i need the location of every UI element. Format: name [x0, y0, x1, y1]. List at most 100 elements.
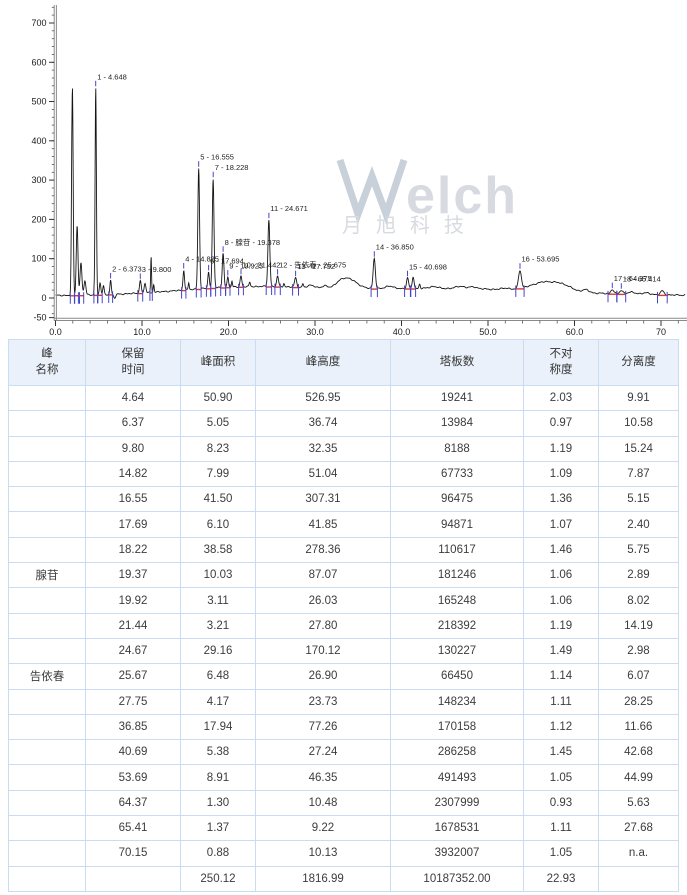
x-tick-label: 70 [656, 327, 666, 337]
table-cell: 307.31 [255, 486, 391, 513]
table-cell: 2.40 [598, 511, 679, 538]
table-cell: 告依春 [8, 663, 86, 690]
peak-label: 4 - 14.825 [185, 255, 219, 264]
table-row: 21.44 3.21 27.80 218392 1.19 14.19 [8, 612, 679, 639]
table-cell: 8.23 [180, 435, 256, 462]
table-cell: 14.19 [598, 612, 679, 639]
peak-label: 16 - 53.695 [522, 255, 560, 264]
table-cell: 218392 [390, 612, 524, 639]
peak-label: 12 - 告依春 - 25.675 [279, 260, 346, 270]
table-cell: 278.36 [255, 536, 391, 564]
table-cell [8, 460, 86, 488]
table-header-row: 峰 名称 保留 时间 峰面积 峰高度 塔板数 不对 称度 分离度 [8, 339, 679, 386]
table-cell: 15.24 [598, 435, 679, 462]
table-row: 4.64 50.90 526.95 19241 2.03 9.91 [8, 384, 679, 412]
column-header: 分离度 [598, 339, 679, 386]
table-cell: 10187352.00 [390, 865, 524, 892]
table-cell: 1.45 [523, 739, 599, 766]
table-cell: 8.91 [180, 764, 256, 791]
y-tick-label: 100 [31, 254, 46, 264]
table-cell: 44.99 [598, 764, 679, 791]
table-cell [8, 713, 86, 741]
table-cell: 0.97 [523, 410, 599, 437]
table-cell [8, 865, 86, 892]
table-total-row: 250.12 1816.99 10187352.00 22.93 [8, 865, 679, 892]
table-cell: 148234 [390, 688, 524, 715]
table-cell [8, 511, 86, 538]
table-cell: 1.14 [523, 663, 599, 690]
table-cell: 0.88 [180, 840, 256, 867]
table-cell: 181246 [390, 562, 524, 589]
y-tick-label: 600 [31, 57, 46, 67]
table-cell: 27.75 [85, 688, 181, 715]
table-row: 53.69 8.91 46.35 491493 1.05 44.99 [8, 764, 679, 791]
table-cell: 14.82 [85, 460, 181, 488]
peak-label: 6 - 17.694 [210, 256, 244, 265]
table-cell: 2307999 [390, 789, 524, 817]
table-cell: 8.02 [598, 587, 679, 614]
table-row: 65.41 1.37 9.22 1678531 1.11 27.68 [8, 815, 679, 842]
peak-label: 1 - 4.648 [97, 72, 127, 81]
table-cell: 0.93 [523, 789, 599, 817]
peak-label: 5 - 16.555 [200, 153, 234, 162]
peak-label: 10 - 21.442 [243, 260, 281, 269]
table-cell: 32.35 [255, 435, 391, 462]
table-cell: 70.15 [85, 840, 181, 867]
table-cell: 41.85 [255, 511, 391, 538]
table-cell: 24.67 [85, 637, 181, 665]
table-cell [8, 789, 86, 817]
table-cell [8, 536, 86, 564]
table-cell: 10.58 [598, 410, 679, 437]
table-cell: 36.74 [255, 410, 391, 437]
table-cell: 94871 [390, 511, 524, 538]
table-cell: 1.11 [523, 815, 599, 842]
table-cell: 23.73 [255, 688, 391, 715]
table-cell: 1816.99 [255, 865, 391, 892]
table-cell: 25.67 [85, 663, 181, 690]
table-cell: 286258 [390, 739, 524, 766]
watermark-brand: elch [406, 167, 518, 225]
peak-label: 2 - 6.373 [112, 265, 142, 274]
x-tick-label: 30.0 [306, 327, 324, 337]
table-cell: 26.90 [255, 663, 391, 690]
table-cell: 77.26 [255, 713, 391, 741]
x-tick-label: 10.0 [133, 327, 151, 337]
table-cell: 51.04 [255, 460, 391, 488]
table-cell: 5.15 [598, 486, 679, 513]
table-cell: 8188 [390, 435, 524, 462]
table-row: 6.37 5.05 36.74 13984 0.97 10.58 [8, 410, 679, 437]
table-cell: 1.12 [523, 713, 599, 741]
table-row: 16.55 41.50 307.31 96475 1.36 5.15 [8, 486, 679, 513]
watermark-cn-text: 月旭科技 [342, 214, 478, 237]
integration-markers [69, 283, 668, 304]
table-cell: 1.19 [523, 435, 599, 462]
table-cell: 1.07 [523, 511, 599, 538]
table-cell: 29.16 [180, 637, 256, 665]
x-tick-label: 60.0 [566, 327, 584, 337]
table-cell: 1.30 [180, 789, 256, 817]
table-cell: 65.41 [85, 815, 181, 842]
table-cell: 1.19 [523, 612, 599, 639]
table-cell: 491493 [390, 764, 524, 791]
table-cell: 1.09 [523, 460, 599, 488]
table-cell [8, 612, 86, 639]
table-cell: 9.80 [85, 435, 181, 462]
peak-label: 9 - 19.923 [229, 262, 263, 271]
table-cell: 1.06 [523, 562, 599, 589]
table-cell: 6.10 [180, 511, 256, 538]
peak-label: 17 - 64.375 [614, 274, 652, 283]
table-cell: 17.69 [85, 511, 181, 538]
table-row: 27.75 4.17 23.73 148234 1.11 28.25 [8, 688, 679, 715]
column-header: 保留 时间 [85, 339, 181, 386]
y-tick-label: 200 [31, 214, 46, 224]
chromatogram-panel: elch 月旭科技 1 - 4.648 2 - 6.373 3 - 9.800 4 - 1… [0, 0, 687, 339]
table-cell: 7.87 [598, 460, 679, 488]
table-cell: 5.38 [180, 739, 256, 766]
x-tick-label: 40.0 [393, 327, 411, 337]
peak-labels: 1 - 4.648 2 - 6.373 3 - 9.800 4 - 14.825 5 -… [95, 72, 661, 289]
chromatogram-trace [55, 88, 686, 299]
table-cell: 41.50 [180, 486, 256, 513]
table-row: 9.80 8.23 32.35 8188 1.19 15.24 [8, 435, 679, 462]
